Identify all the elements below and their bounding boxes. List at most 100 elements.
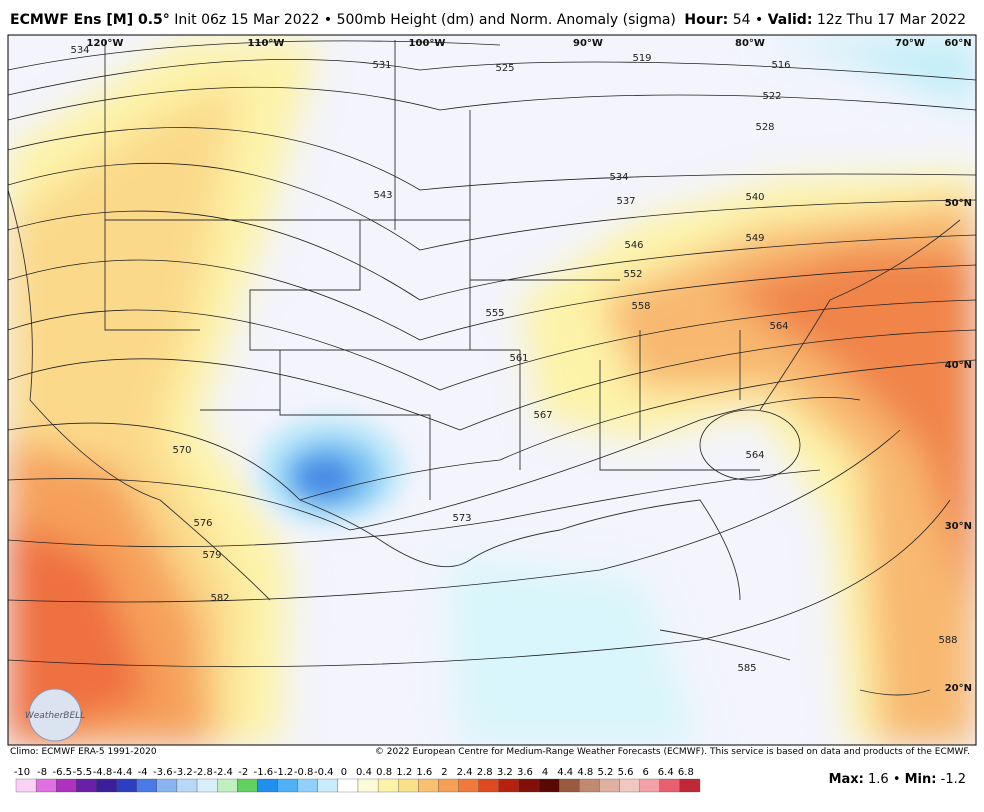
colorbar-swatch [96, 778, 117, 793]
height-contours [8, 40, 976, 668]
colorbar-swatch [297, 778, 318, 793]
colorbar-swatch [317, 778, 339, 793]
colorbar-swatch [498, 778, 520, 793]
colorbar-swatch [15, 778, 37, 793]
colorbar-label: 6 [642, 767, 648, 778]
colorbar-swatch [35, 778, 57, 793]
colorbar-label: 5.6 [618, 767, 634, 778]
colorbar-swatch [679, 778, 701, 793]
max-min: Max: 1.6 • Min: -1.2 [829, 772, 966, 787]
contour-label: 528 [755, 122, 774, 133]
colorbar-label: 0 [341, 767, 347, 778]
contour-label: 585 [737, 663, 756, 674]
colorbar-swatch [257, 778, 278, 793]
colorbar-label: -8 [37, 767, 47, 778]
colorbar-label: -10 [14, 767, 30, 778]
lon-label: 80°W [735, 38, 765, 49]
colorbar-swatch [337, 778, 359, 793]
colorbar-label: 3.2 [497, 767, 513, 778]
colorbar-swatch [156, 778, 178, 793]
lon-label: 100°W [409, 38, 446, 49]
colorbar-swatch [116, 778, 137, 793]
colorbar-label: -3.2 [173, 767, 193, 778]
contour-label: 588 [938, 635, 957, 646]
colorbar-swatch [659, 778, 681, 793]
contour-label: 522 [762, 91, 781, 102]
colorbar-swatch [599, 778, 620, 793]
colorbar-label: 0.8 [376, 767, 392, 778]
colorbar-label: 2.8 [477, 767, 493, 778]
contour-label: 531 [372, 60, 391, 71]
lon-label: 90°W [573, 38, 603, 49]
colorbar-swatch [136, 778, 157, 793]
contour-label: 567 [533, 410, 552, 421]
colorbar-label: 1.6 [416, 767, 432, 778]
colorbar-label: 4.8 [577, 767, 593, 778]
colorbar-swatch [458, 778, 479, 793]
colorbar-swatch [538, 778, 560, 793]
lon-label: 120°W [87, 38, 124, 49]
lon-label: 60°N [944, 38, 971, 49]
colorbar-label: -2.4 [213, 767, 233, 778]
contour-label: 582 [210, 593, 229, 604]
colorbar-swatch [559, 778, 580, 793]
colorbar-label: -4 [138, 767, 148, 778]
contour-label: 534 [70, 45, 89, 56]
colorbar-swatch [357, 778, 379, 793]
colorbar-label: 4.4 [557, 767, 573, 778]
colorbar-label: 2.4 [457, 767, 473, 778]
colorbar-swatch [76, 778, 97, 793]
contour-label: 555 [485, 308, 504, 319]
contour-label: 546 [624, 240, 643, 251]
colorbar-swatch [398, 778, 419, 793]
contour-label: 564 [769, 321, 788, 332]
colorbar-label: 6.4 [658, 767, 674, 778]
lat-label: 20°N [945, 683, 972, 694]
colorbar-label: -1.2 [274, 767, 294, 778]
lat-label: 40°N [945, 360, 972, 371]
copyright: © 2022 European Centre for Medium-Range … [375, 747, 970, 757]
valid-info: Hour: 54 • Valid: 12z Thu 17 Mar 2022 [684, 12, 966, 28]
contour-label: 579 [202, 550, 221, 561]
colorbar-swatch [196, 778, 218, 793]
colorbar-swatch [418, 778, 439, 793]
colorbar-label: -0.8 [294, 767, 314, 778]
contour-label: 543 [373, 190, 392, 201]
logo: WeatherBELL [25, 711, 85, 721]
colorbar-swatch [277, 778, 298, 793]
contour-label: 519 [632, 53, 651, 64]
lon-label: 70°W [895, 38, 925, 49]
map: 534 531 525 519 516 522 528 534 537 540 543 546 549 5… [8, 35, 976, 745]
colorbar-swatch [217, 778, 238, 793]
colorbar-swatch [619, 778, 640, 793]
colorbar-label: -1.6 [254, 767, 274, 778]
contour-label: 552 [623, 269, 642, 280]
contour-label: 537 [616, 196, 635, 207]
colorbar-label: 0.4 [356, 767, 372, 778]
colorbar-label: -4.4 [113, 767, 133, 778]
contour-label: 576 [193, 518, 212, 529]
contour-label: 549 [745, 233, 764, 244]
colorbar-swatch [639, 778, 660, 793]
state-borders [8, 40, 961, 696]
contour-label: 525 [495, 63, 514, 74]
colorbar-label: 1.2 [396, 767, 412, 778]
colorbar-swatch [579, 778, 600, 793]
colorbar-label: 2 [441, 767, 447, 778]
colorbar-label: -2 [238, 767, 248, 778]
climo: Climo: ECMWF ERA-5 1991-2020 [10, 747, 157, 757]
colorbar-label: -2.8 [193, 767, 213, 778]
contour-label: 534 [609, 172, 628, 183]
contour-label: 564 [745, 450, 764, 461]
colorbar-swatch [56, 778, 77, 793]
colorbar-label: 5.2 [597, 767, 613, 778]
contour-label: 558 [631, 301, 650, 312]
colorbar-label: -0.4 [314, 767, 334, 778]
lon-label: 110°W [248, 38, 285, 49]
colorbar-label: -3.6 [153, 767, 173, 778]
map-frame [7, 34, 977, 746]
colorbar-label: 3.6 [517, 767, 533, 778]
logo-icon [28, 688, 82, 742]
